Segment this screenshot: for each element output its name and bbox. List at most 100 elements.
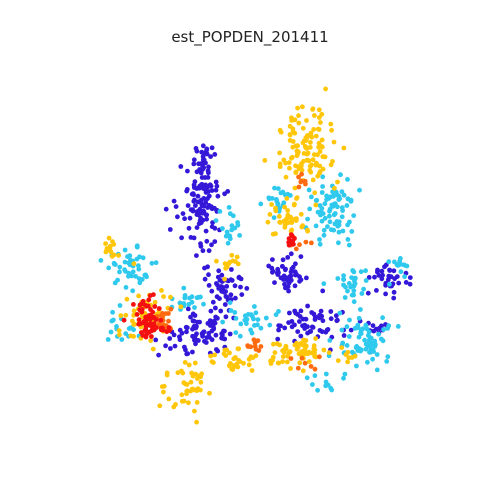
data-point — [197, 319, 203, 325]
data-point — [308, 364, 314, 369]
data-point — [336, 229, 342, 235]
data-point — [224, 264, 230, 270]
data-point — [192, 408, 197, 414]
data-point — [205, 184, 211, 189]
data-point — [231, 363, 237, 368]
data-point — [161, 389, 166, 395]
data-point — [303, 316, 309, 322]
data-point — [183, 381, 188, 387]
data-point — [229, 267, 234, 272]
data-point — [221, 288, 227, 294]
data-point — [188, 314, 193, 320]
data-point — [339, 345, 345, 350]
data-point — [392, 276, 397, 282]
data-point — [213, 179, 219, 185]
data-point — [281, 273, 287, 279]
data-point — [312, 190, 318, 196]
data-point — [310, 157, 316, 163]
data-point — [193, 203, 198, 209]
data-point — [253, 346, 259, 352]
data-point — [244, 317, 250, 322]
data-point — [385, 354, 391, 360]
data-point — [380, 315, 385, 321]
data-point — [296, 113, 301, 119]
data-point — [183, 324, 189, 330]
data-point — [108, 329, 114, 335]
data-point — [353, 325, 359, 331]
data-point — [395, 324, 401, 329]
data-point — [184, 188, 190, 194]
data-point — [330, 159, 335, 164]
data-point — [195, 193, 201, 199]
data-point — [318, 120, 323, 125]
data-point — [320, 318, 326, 324]
data-point — [223, 233, 229, 239]
data-point — [166, 318, 171, 324]
data-point — [288, 232, 294, 238]
data-point — [251, 316, 256, 322]
data-point — [372, 344, 378, 349]
data-point — [308, 140, 313, 145]
data-point — [194, 169, 200, 175]
data-point — [103, 241, 108, 247]
data-point — [198, 197, 204, 203]
data-point — [274, 270, 280, 276]
data-point — [224, 347, 230, 353]
data-point — [156, 352, 162, 358]
data-point — [289, 266, 295, 272]
data-point — [196, 294, 202, 300]
data-point — [204, 238, 210, 244]
data-point — [309, 324, 315, 330]
data-point — [311, 126, 317, 132]
data-point — [184, 388, 190, 394]
data-point — [289, 319, 295, 324]
data-point — [131, 302, 136, 307]
data-point — [114, 324, 119, 329]
data-point — [188, 388, 194, 394]
data-point — [168, 294, 173, 300]
data-point — [374, 288, 379, 293]
data-point — [213, 305, 218, 311]
data-point — [213, 218, 219, 224]
data-point — [275, 186, 281, 192]
data-point — [303, 145, 309, 151]
data-point — [131, 261, 137, 267]
data-point — [215, 274, 221, 280]
data-point — [343, 284, 348, 290]
data-point — [328, 121, 334, 127]
data-point — [185, 168, 190, 174]
data-point — [292, 185, 298, 191]
data-point — [187, 215, 193, 221]
data-point — [222, 302, 228, 307]
data-point — [228, 308, 234, 313]
data-point — [233, 316, 239, 321]
data-point — [151, 322, 156, 328]
data-point — [285, 353, 290, 359]
data-point — [178, 164, 184, 169]
data-point — [287, 165, 292, 171]
data-point — [289, 155, 294, 161]
data-point — [347, 317, 352, 323]
data-point — [298, 211, 304, 217]
data-point — [246, 356, 252, 362]
data-point — [186, 362, 192, 368]
data-point — [298, 254, 304, 259]
data-point — [136, 276, 142, 282]
data-point — [191, 318, 197, 324]
data-point — [191, 161, 197, 167]
data-point — [198, 241, 203, 247]
data-point — [134, 244, 140, 250]
data-point — [341, 333, 347, 338]
data-point — [284, 216, 289, 222]
data-point — [248, 327, 254, 333]
data-point — [203, 340, 209, 345]
data-point — [237, 333, 243, 339]
data-point — [109, 318, 115, 324]
data-point — [321, 227, 327, 233]
data-point — [112, 262, 118, 267]
data-point — [363, 268, 368, 274]
data-point — [263, 315, 269, 321]
data-point — [302, 322, 308, 328]
data-point — [407, 281, 413, 287]
data-point — [124, 296, 130, 302]
